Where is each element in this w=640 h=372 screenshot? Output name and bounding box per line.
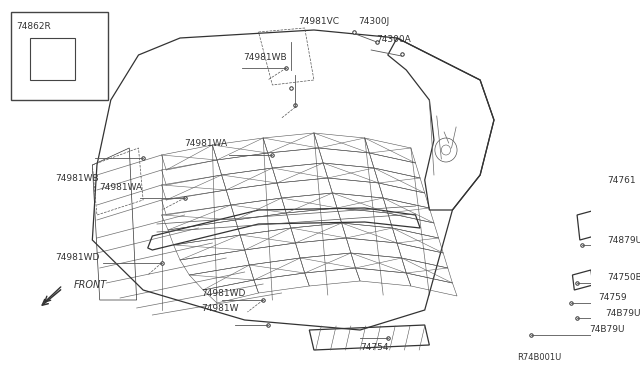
Text: 74981W: 74981W — [202, 304, 239, 313]
Bar — [31, 38, 75, 80]
Text: 74759: 74759 — [598, 294, 627, 302]
Text: 74B79U: 74B79U — [605, 308, 640, 317]
Text: 74300J: 74300J — [358, 17, 390, 26]
Text: 74761: 74761 — [607, 176, 636, 185]
Text: 74B79U: 74B79U — [589, 326, 625, 334]
Text: 74981VC: 74981VC — [298, 17, 339, 26]
Text: 74981WD: 74981WD — [56, 253, 100, 263]
Text: 74981WB: 74981WB — [56, 173, 99, 183]
Text: 74981WA: 74981WA — [100, 183, 143, 192]
Text: 74879U: 74879U — [607, 235, 640, 244]
Text: 74300A: 74300A — [377, 35, 412, 44]
Bar — [11, 12, 108, 100]
Text: 74750B: 74750B — [607, 273, 640, 282]
Text: 74754: 74754 — [360, 343, 388, 352]
Text: R74B001U: R74B001U — [517, 353, 561, 362]
Text: FRONT: FRONT — [74, 280, 107, 290]
Text: 74981WA: 74981WA — [185, 139, 228, 148]
Text: 74862R: 74862R — [17, 22, 51, 31]
Text: 74981WD: 74981WD — [202, 289, 246, 298]
Text: 74981WB: 74981WB — [243, 53, 287, 62]
